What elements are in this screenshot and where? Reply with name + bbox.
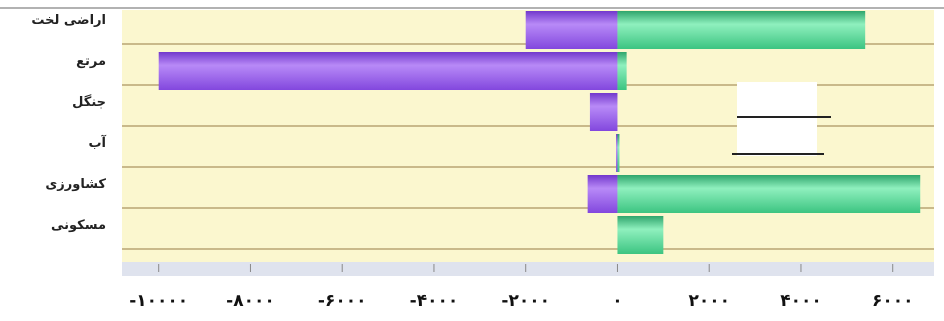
bar [617, 216, 664, 254]
bar [525, 11, 618, 49]
x-tick-label: ۶۰۰۰ [872, 291, 914, 311]
x-tick-label: -۲۰۰۰ [501, 291, 550, 311]
x-tick-label: -۶۰۰۰ [318, 291, 367, 311]
category-label: آب [88, 134, 106, 151]
bar-layer [158, 11, 921, 254]
bar [617, 52, 627, 90]
x-tick-labels: -۱۰۰۰۰ -۸۰۰۰ -۶۰۰۰ -۴۰۰۰ -۲۰۰۰ ۰ ۲۰۰۰ ۴۰۰۰ ۶۰۰۰ [129, 291, 913, 311]
x-tick-label: -۱۰۰۰۰ [129, 291, 188, 311]
bar [617, 134, 620, 172]
x-tick-label: -۸۰۰۰ [226, 291, 275, 311]
category-label: مسکونی [51, 218, 106, 233]
x-tick-label: ۲۰۰۰ [688, 291, 730, 311]
category-label: اراضی لخت [31, 13, 106, 28]
category-label: جنگل [72, 94, 106, 110]
bar [589, 93, 618, 131]
axis-band [122, 262, 934, 276]
x-tick-label: -۴۰۰۰ [410, 291, 459, 311]
category-label: مرتع [76, 54, 106, 69]
x-tick-label: ۰ [612, 291, 622, 311]
bar [587, 175, 618, 213]
bar [617, 175, 921, 213]
category-labels: اراضی لخت مرتع جنگل آب کشاورزی مسکونی [31, 13, 106, 233]
x-tick-marks [158, 264, 894, 272]
bar [616, 134, 619, 172]
bar [617, 11, 866, 49]
x-tick-label: ۴۰۰۰ [780, 291, 822, 311]
category-label: کشاورزی [45, 177, 106, 192]
legend-box [737, 82, 817, 156]
bar [158, 52, 618, 90]
